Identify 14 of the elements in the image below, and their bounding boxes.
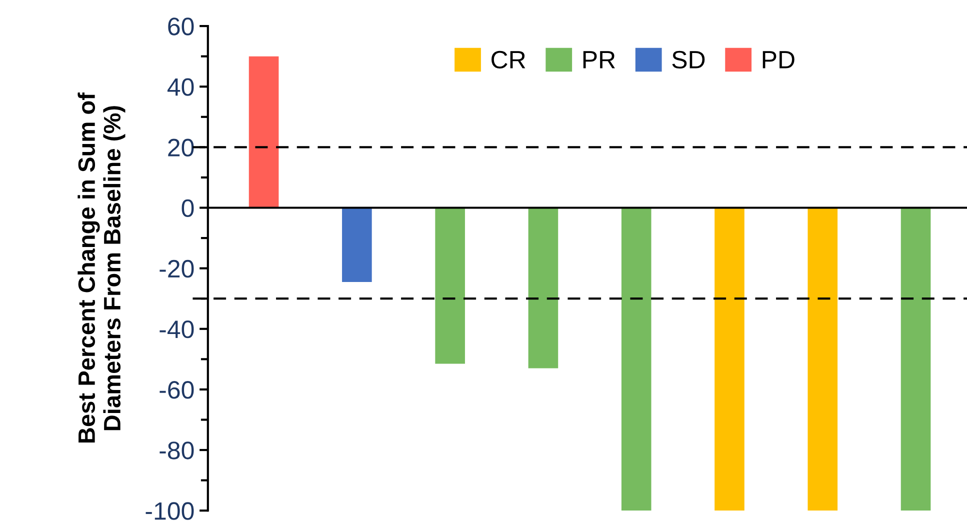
y-tick-label: -20 xyxy=(160,260,194,278)
y-tick-label: -80 xyxy=(160,442,194,460)
y-tick-label: -100 xyxy=(146,502,194,520)
legend-label: PR xyxy=(583,51,615,68)
y-tick-label: 0 xyxy=(182,199,194,218)
legend-label: SD xyxy=(672,50,705,69)
y-tick-label: 60 xyxy=(168,18,194,36)
y-axis-title: Best Percent Change in Sum of Diameters From Baseline (%) xyxy=(78,92,126,443)
legend-label: CR xyxy=(492,50,526,69)
y-tick-label: -40 xyxy=(160,320,194,338)
y-tick-label: 20 xyxy=(168,138,194,156)
y-tick-label: -60 xyxy=(160,381,194,399)
legend-label: PD xyxy=(762,51,794,68)
y-tick-label: 40 xyxy=(167,78,194,96)
